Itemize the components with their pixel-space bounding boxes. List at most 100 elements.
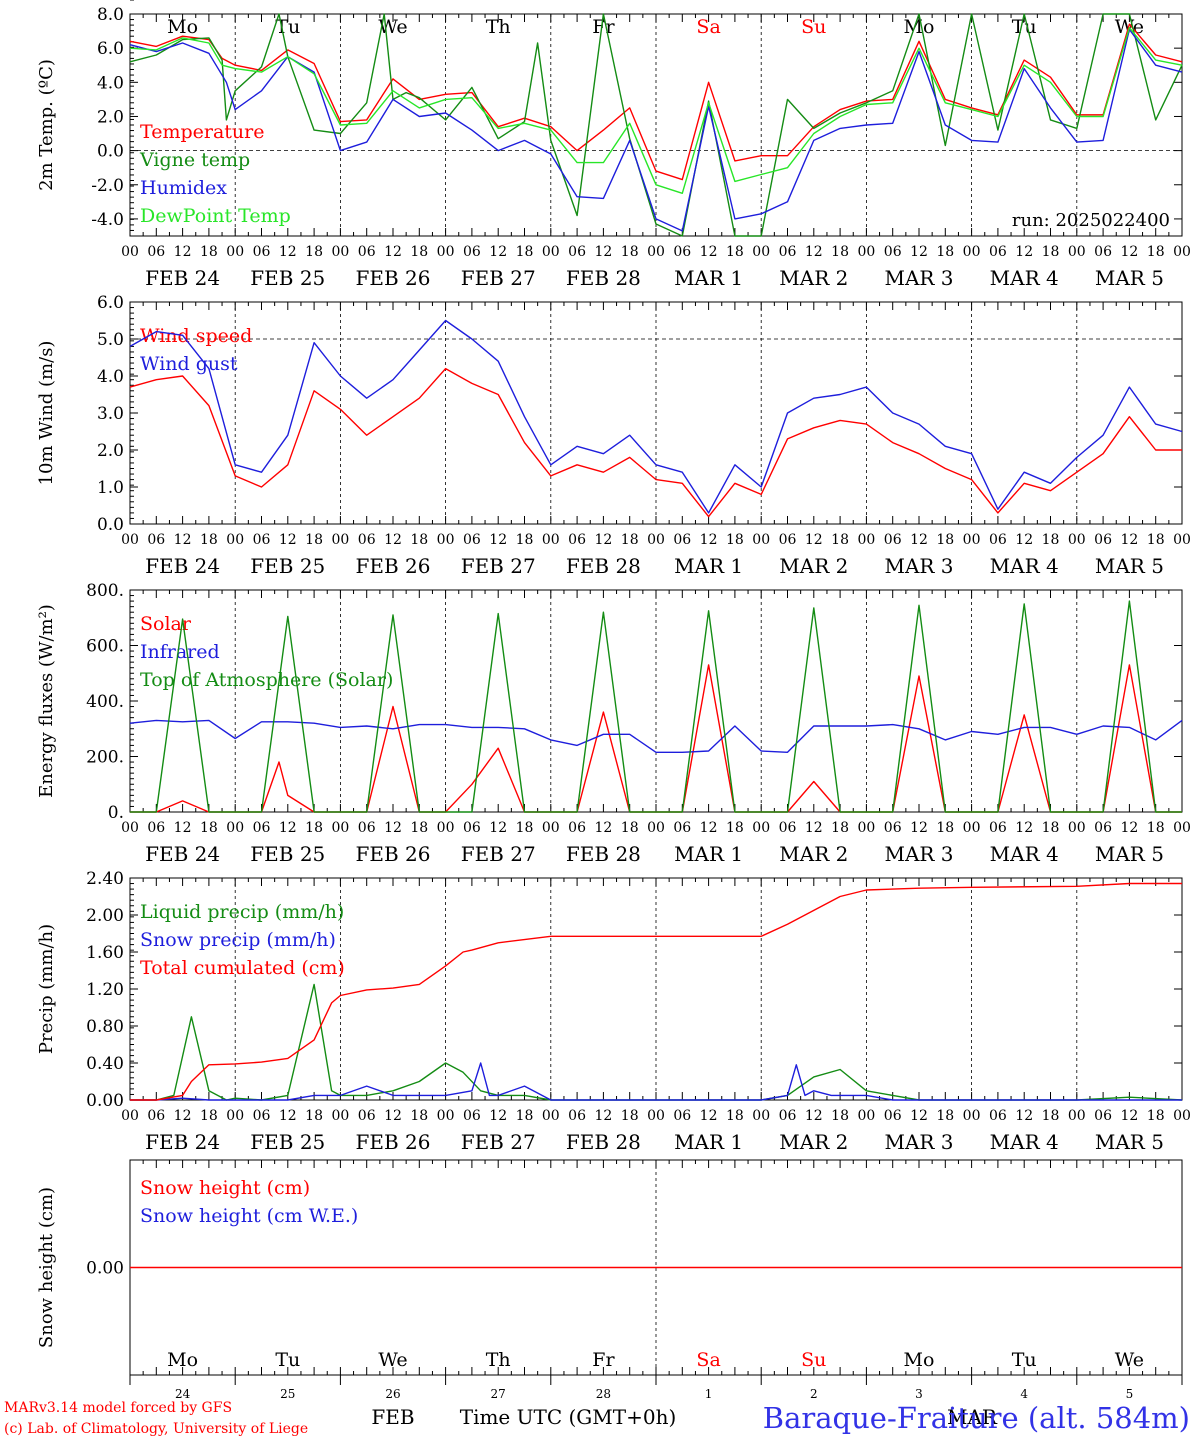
x-date-label: FEB 28 [566,554,641,578]
day-name-label: Tu [1012,16,1037,38]
x-hour-label: 06 [989,820,1007,836]
day-name-label: Th [486,16,511,38]
x-hour-label: 18 [831,820,849,836]
x-hour-label: 06 [884,244,902,260]
x-date-label: MAR 5 [1095,554,1164,578]
x-date-label: FEB 24 [145,554,220,578]
x-hour-label: 06 [1094,820,1112,836]
x-hour-label: 06 [463,532,481,548]
y-tick-label: 8.0 [97,5,124,25]
y-tick-label: 800. [86,581,124,601]
x-hour-label: 12 [805,1108,823,1124]
x-hour-label: 06 [147,244,165,260]
x-hour-label: 06 [358,1108,376,1124]
x-hour-label: 18 [621,1108,639,1124]
y-axis-label: 2m Temp. (ºC) [36,59,57,191]
x-hour-label: 12 [279,1108,297,1124]
x-hour-label: 06 [253,244,271,260]
x-hour-label: 18 [831,532,849,548]
x-hour-label: 06 [463,820,481,836]
y-tick-label: 5.0 [97,330,124,350]
y-tick-label: 2.40 [86,869,124,889]
x-hour-label: 00 [1173,1108,1191,1124]
x-date-label: MAR 4 [990,1130,1059,1154]
panel-temperature: -4.0 -2.0 0.0 2.0 4.0 6.0 8.0 2m Temp. (ºC) 00 06… [36,5,1191,290]
x-hour-label: 18 [516,532,534,548]
x-hour-label: 06 [568,532,586,548]
x-hour-label: 12 [805,820,823,836]
x-date-label: MAR 1 [674,266,743,290]
x-hour-label: 06 [673,532,691,548]
x-hour-label: 12 [384,244,402,260]
x-hour-label: 12 [279,820,297,836]
legend-entry: DewPoint Temp [140,205,291,227]
y-tick-label: 2.0 [97,107,124,127]
legend-entry: Total cumulated (cm) [140,957,345,979]
x-hour-label: 12 [700,244,718,260]
y-tick-label: 0. [108,803,124,823]
x-date-label: FEB 27 [461,1130,536,1154]
x-hour-label: 18 [936,1108,954,1124]
y-tick-label: -2.0 [91,176,124,196]
x-date-label: MAR 4 [990,554,1059,578]
x-date-label: FEB 25 [250,1130,325,1154]
x-hour-label: 12 [910,532,928,548]
x-hour-label: 18 [200,532,218,548]
x-hour-label: 18 [305,820,323,836]
x-hour-label: 12 [174,820,192,836]
day-name-label: Mo [167,16,198,38]
x-hour-label: 12 [1120,820,1138,836]
run-label: run: 2025022400 [1012,210,1170,231]
x-hour-label: 12 [1120,532,1138,548]
legend-entry: Liquid precip (mm/h) [140,901,344,923]
legend-entry: Snow height (cm) [140,1177,310,1199]
day-name-label: We [378,1349,407,1371]
y-tick-label: 0.80 [86,1017,124,1037]
x-hour-label: 06 [673,244,691,260]
x-hour-label: 18 [516,820,534,836]
y-tick-label: 2.00 [86,906,124,926]
x-hour-label: 12 [910,244,928,260]
x-hour-label: 00 [963,1108,981,1124]
x-hour-label: 12 [174,244,192,260]
x-date-label: FEB 27 [461,554,536,578]
footer-day-number: 28 [596,1387,611,1401]
x-hour-label: 12 [910,1108,928,1124]
x-hour-label: 00 [437,532,455,548]
x-hour-label: 00 [542,820,560,836]
x-hour-label: 18 [1042,532,1060,548]
x-hour-label: 18 [621,244,639,260]
x-date-label: MAR 1 [674,1130,743,1154]
x-hour-label: 06 [253,532,271,548]
series-line-total-cumulated-cm- [130,882,1182,1101]
x-date-label: FEB 24 [145,842,220,866]
x-hour-label: 12 [594,244,612,260]
footer-day-number: 3 [915,1387,923,1401]
x-hour-label: 06 [884,532,902,548]
x-hour-label: 12 [489,1108,507,1124]
x-date-label: FEB 28 [566,842,641,866]
x-date-label: MAR 2 [779,1130,848,1154]
footer-day-number: 4 [1020,1387,1028,1401]
x-date-label: MAR 2 [779,554,848,578]
y-axis-label: Precip (mm/h) [36,924,57,1054]
x-hour-label: 06 [673,820,691,836]
x-hour-label: 18 [305,1108,323,1124]
x-hour-label: 12 [1015,820,1033,836]
month-label-mar: MAR [947,1405,998,1429]
x-hour-label: 00 [857,244,875,260]
x-hour-label: 18 [726,532,744,548]
x-hour-label: 18 [1147,244,1165,260]
station-name: Baraque-Fraiture (alt. 584m) [763,1401,1190,1435]
x-date-label: MAR 3 [884,1130,953,1154]
x-hour-label: 12 [805,244,823,260]
y-tick-label: 0.40 [86,1054,124,1074]
legend-entry: Wind speed [140,325,252,347]
x-hour-label: 12 [279,532,297,548]
legend-entry: Wind gust [140,353,238,375]
x-hour-label: 12 [384,532,402,548]
x-date-label: FEB 28 [566,266,641,290]
footer-day-number: 5 [1126,1387,1134,1401]
x-hour-label: 12 [594,820,612,836]
